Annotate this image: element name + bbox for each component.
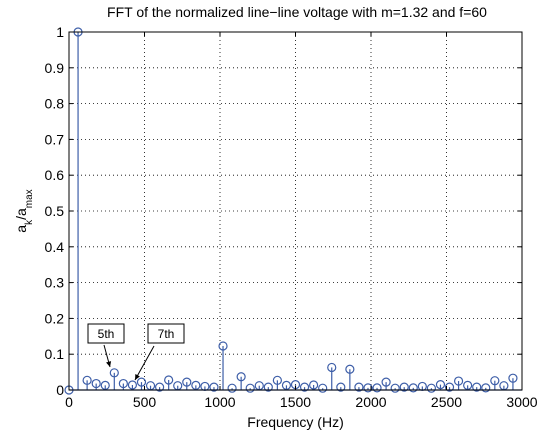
annotation-arrowhead — [106, 361, 112, 367]
stem-marker — [136, 377, 147, 387]
stem-marker — [100, 380, 110, 390]
stem-marker — [82, 375, 92, 385]
stem-marker — [155, 382, 165, 392]
stem-marker — [472, 382, 482, 392]
stem-marker — [299, 382, 310, 392]
stem-marker — [508, 373, 518, 383]
x-tick-label: 0 — [65, 394, 73, 410]
annotation-5th: 5th — [87, 323, 125, 368]
stem-marker — [381, 377, 391, 387]
stem-marker — [327, 362, 337, 373]
stem-marker — [354, 382, 364, 392]
stem-marker — [435, 380, 446, 390]
y-tick-label: 0.9 — [45, 60, 65, 76]
stem-marker — [399, 382, 409, 392]
stem-marker — [390, 383, 400, 393]
x-tick-label: 3000 — [506, 394, 537, 410]
x-tick-label: 1500 — [280, 394, 311, 410]
stem-marker — [463, 380, 473, 390]
annotations: 5th 7th — [87, 323, 185, 381]
stem-marker — [164, 375, 174, 385]
stem-marker — [236, 372, 246, 382]
stem-marker — [345, 364, 355, 374]
y-axis-label: ak/amax — [13, 189, 35, 232]
stem-marker — [426, 383, 436, 393]
stem-marker — [444, 382, 455, 392]
chart-title: FFT of the normalized line−line voltage … — [107, 4, 487, 20]
y-tick-label: 0.6 — [45, 167, 65, 183]
annotation-7th: 7th — [134, 323, 185, 381]
stem-marker — [118, 378, 128, 389]
stem-marker — [490, 376, 500, 386]
y-tick-label: 0.3 — [45, 275, 65, 291]
y-tick-label: 0.4 — [45, 239, 65, 255]
stem-marker — [191, 380, 201, 390]
x-tick-label: 2500 — [431, 394, 462, 410]
y-tick-label: 0.1 — [45, 346, 65, 362]
y-tick-label: 1 — [56, 24, 64, 40]
stem-marker — [263, 382, 273, 392]
stem-marker — [182, 377, 192, 387]
stem-marker — [363, 383, 373, 393]
y-tick-label: 0.8 — [45, 96, 65, 112]
stem-marker — [227, 383, 237, 393]
x-tick-label: 2000 — [355, 394, 386, 410]
x-tick-label: 500 — [133, 394, 157, 410]
y-tick-label: 0.7 — [45, 131, 65, 147]
stem-marker — [209, 382, 219, 392]
stem-marker — [127, 380, 138, 390]
stem-marker — [372, 383, 382, 393]
annotation-label: 5th — [98, 327, 115, 341]
stem-marker — [318, 383, 328, 393]
stem-marker — [281, 380, 292, 390]
stem-marker — [245, 383, 255, 393]
annotation-arrowhead — [135, 374, 140, 380]
y-tick-label: 0.5 — [45, 203, 65, 219]
annotation-box — [147, 323, 185, 344]
stem-marker — [309, 380, 319, 390]
stem-marker — [91, 378, 101, 389]
annotation-label: 7th — [158, 327, 175, 341]
stem-marker — [336, 382, 346, 392]
annotation-box — [87, 323, 125, 344]
y-tick-label: 0.2 — [45, 310, 65, 326]
stem-marker — [408, 383, 418, 393]
y-tick-label: 0 — [56, 382, 64, 398]
annotation-arrow — [134, 345, 155, 381]
stem-marker — [272, 375, 282, 385]
x-tick-label: 1000 — [204, 394, 235, 410]
grid-lines — [69, 32, 522, 390]
stem-marker — [453, 376, 464, 386]
stem-marker — [481, 383, 491, 393]
stem-marker — [109, 368, 119, 378]
x-axis-label: Frequency (Hz) — [247, 414, 343, 430]
stem-marker — [218, 341, 228, 351]
axis-ticks: 0 500 1000 1500 2000 2500 3000 0 0.1 0.2 0.3 0.4 0.5… — [45, 24, 538, 410]
